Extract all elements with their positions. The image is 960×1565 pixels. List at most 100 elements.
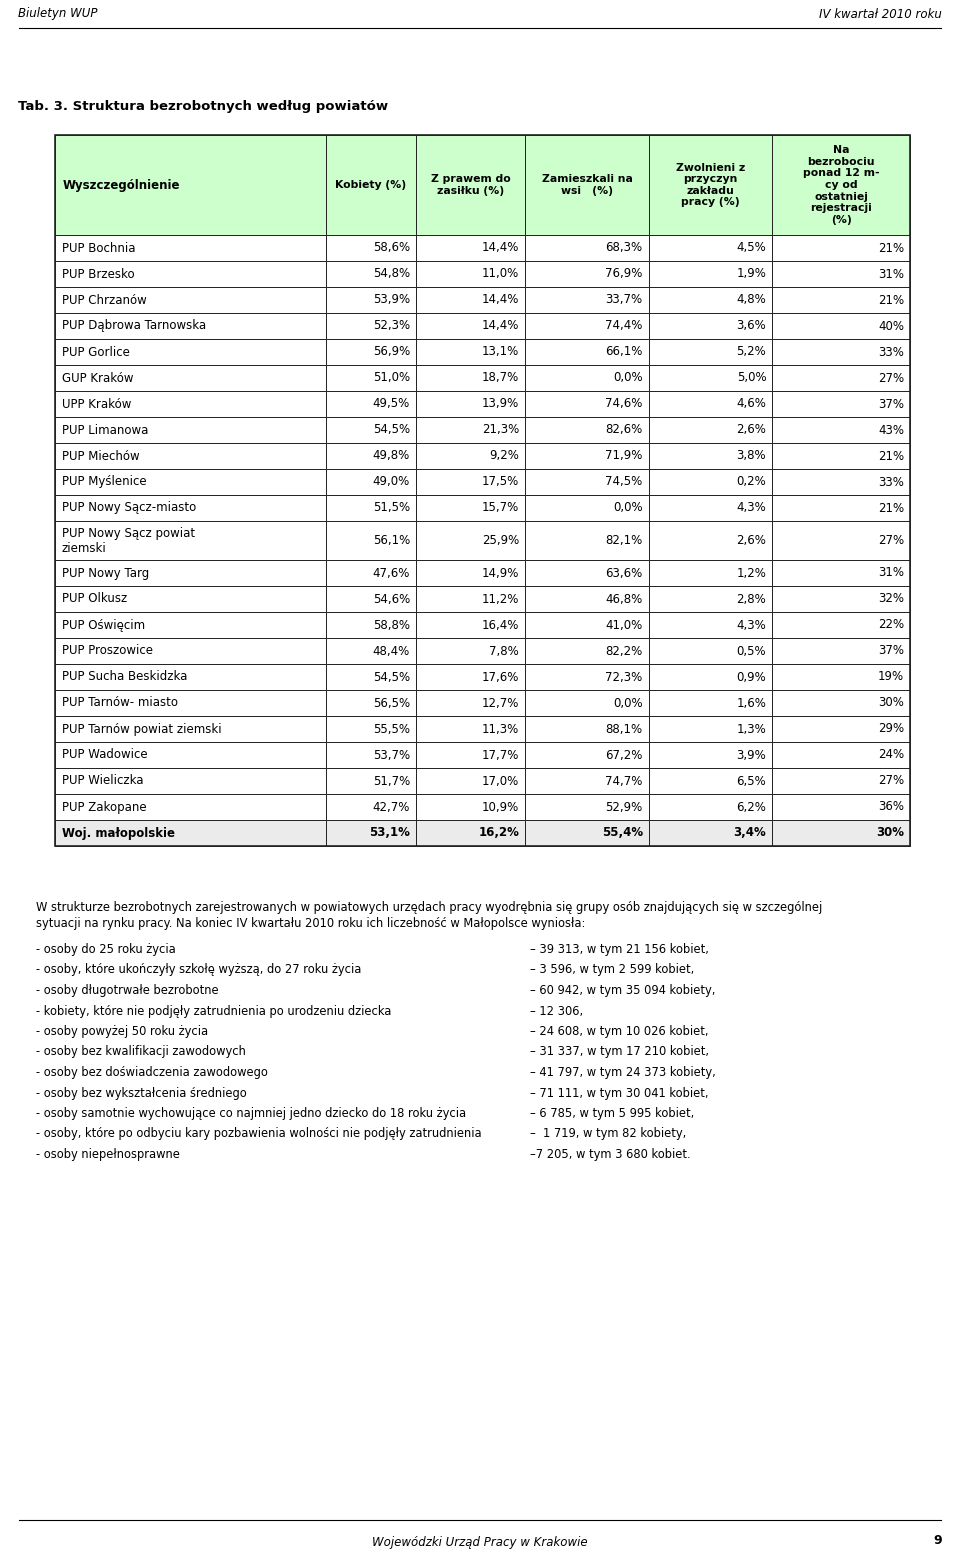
- Bar: [325, 313, 416, 340]
- Text: 3,8%: 3,8%: [736, 449, 766, 463]
- Bar: [55, 742, 325, 768]
- Text: 5,2%: 5,2%: [736, 346, 766, 358]
- Bar: [416, 365, 525, 391]
- Bar: [525, 365, 649, 391]
- Bar: [649, 235, 772, 261]
- Text: 0,0%: 0,0%: [613, 371, 643, 385]
- Bar: [772, 664, 910, 690]
- Text: Zamieszkali na
wsi   (%): Zamieszkali na wsi (%): [541, 174, 633, 196]
- Text: Na
bezrobociu
ponad 12 m-
cy od
ostatniej
rejestracji
(%): Na bezrobociu ponad 12 m- cy od ostatnie…: [803, 146, 879, 225]
- Text: 71,9%: 71,9%: [606, 449, 643, 463]
- Text: GUP Kraków: GUP Kraków: [62, 371, 133, 385]
- Bar: [772, 639, 910, 664]
- Bar: [772, 470, 910, 495]
- Text: 74,7%: 74,7%: [606, 775, 643, 787]
- Bar: [55, 820, 325, 847]
- Text: 21%: 21%: [877, 241, 904, 255]
- Text: 0,0%: 0,0%: [613, 501, 643, 515]
- Text: 36%: 36%: [878, 801, 904, 814]
- Text: 7,8%: 7,8%: [490, 645, 519, 657]
- Text: 53,7%: 53,7%: [372, 748, 410, 762]
- Bar: [649, 391, 772, 416]
- Text: 31%: 31%: [878, 567, 904, 579]
- Text: PUP Wieliczka: PUP Wieliczka: [62, 775, 143, 787]
- Text: 0,0%: 0,0%: [613, 696, 643, 709]
- Bar: [649, 416, 772, 443]
- Bar: [772, 135, 910, 235]
- Bar: [55, 135, 910, 235]
- Text: – 12 306,: – 12 306,: [530, 1005, 583, 1017]
- Bar: [649, 340, 772, 365]
- Bar: [525, 443, 649, 470]
- Text: 51,0%: 51,0%: [372, 371, 410, 385]
- Bar: [55, 416, 325, 443]
- Text: 24%: 24%: [877, 748, 904, 762]
- Bar: [525, 495, 649, 521]
- Bar: [55, 717, 325, 742]
- Bar: [325, 639, 416, 664]
- Bar: [772, 340, 910, 365]
- Text: - osoby samotnie wychowujące co najmniej jedno dziecko do 18 roku życia: - osoby samotnie wychowujące co najmniej…: [36, 1106, 467, 1121]
- Bar: [525, 235, 649, 261]
- Bar: [649, 261, 772, 286]
- Bar: [55, 495, 325, 521]
- Bar: [55, 235, 325, 261]
- Bar: [55, 365, 325, 391]
- Bar: [55, 521, 325, 560]
- Text: - osoby powyżej 50 roku życia: - osoby powyżej 50 roku życia: [36, 1025, 208, 1038]
- Bar: [416, 235, 525, 261]
- Text: PUP Limanowa: PUP Limanowa: [62, 424, 149, 437]
- Bar: [416, 313, 525, 340]
- Text: 3,4%: 3,4%: [733, 826, 766, 839]
- Text: 21%: 21%: [877, 449, 904, 463]
- Text: 37%: 37%: [878, 645, 904, 657]
- Bar: [649, 717, 772, 742]
- Text: PUP Bochnia: PUP Bochnia: [62, 241, 135, 255]
- Text: PUP Oświęcim: PUP Oświęcim: [62, 618, 145, 632]
- Bar: [55, 585, 325, 612]
- Text: 52,9%: 52,9%: [606, 801, 643, 814]
- Bar: [55, 135, 910, 847]
- Text: 54,6%: 54,6%: [372, 593, 410, 606]
- Text: 14,4%: 14,4%: [482, 241, 519, 255]
- Text: –  1 719, w tym 82 kobiety,: – 1 719, w tym 82 kobiety,: [530, 1127, 686, 1141]
- Text: 74,4%: 74,4%: [606, 319, 643, 332]
- Text: - osoby bez kwalifikacji zawodowych: - osoby bez kwalifikacji zawodowych: [36, 1045, 246, 1058]
- Text: 9: 9: [933, 1534, 942, 1546]
- Bar: [525, 391, 649, 416]
- Text: 76,9%: 76,9%: [606, 268, 643, 280]
- Text: PUP Gorlice: PUP Gorlice: [62, 346, 130, 358]
- Text: 43%: 43%: [878, 424, 904, 437]
- Text: - osoby niepełnosprawne: - osoby niepełnosprawne: [36, 1149, 180, 1161]
- Bar: [525, 585, 649, 612]
- Bar: [525, 135, 649, 235]
- Text: 82,6%: 82,6%: [606, 424, 643, 437]
- Text: –7 205, w tym 3 680 kobiet.: –7 205, w tym 3 680 kobiet.: [530, 1149, 690, 1161]
- Text: UPP Kraków: UPP Kraków: [62, 398, 132, 410]
- Bar: [416, 664, 525, 690]
- Text: 17,5%: 17,5%: [482, 476, 519, 488]
- Bar: [325, 443, 416, 470]
- Bar: [55, 612, 325, 639]
- Bar: [649, 521, 772, 560]
- Text: 11,0%: 11,0%: [482, 268, 519, 280]
- Text: 10,9%: 10,9%: [482, 801, 519, 814]
- Bar: [325, 768, 416, 793]
- Text: 56,1%: 56,1%: [372, 534, 410, 548]
- Text: PUP Nowy Sącz powiat
ziemski: PUP Nowy Sącz powiat ziemski: [62, 526, 195, 554]
- Text: 2,6%: 2,6%: [736, 534, 766, 548]
- Text: Wojewódzki Urząd Pracy w Krakowie: Wojewódzki Urząd Pracy w Krakowie: [372, 1535, 588, 1549]
- Text: 17,0%: 17,0%: [482, 775, 519, 787]
- Bar: [55, 286, 325, 313]
- Bar: [325, 135, 416, 235]
- Bar: [325, 391, 416, 416]
- Text: – 41 797, w tym 24 373 kobiety,: – 41 797, w tym 24 373 kobiety,: [530, 1066, 716, 1078]
- Bar: [649, 313, 772, 340]
- Text: Biuletyn WUP: Biuletyn WUP: [18, 8, 98, 20]
- Bar: [772, 768, 910, 793]
- Text: – 71 111, w tym 30 041 kobiet,: – 71 111, w tym 30 041 kobiet,: [530, 1086, 708, 1100]
- Bar: [649, 560, 772, 585]
- Text: 42,7%: 42,7%: [372, 801, 410, 814]
- Text: PUP Sucha Beskidzka: PUP Sucha Beskidzka: [62, 670, 187, 684]
- Bar: [525, 340, 649, 365]
